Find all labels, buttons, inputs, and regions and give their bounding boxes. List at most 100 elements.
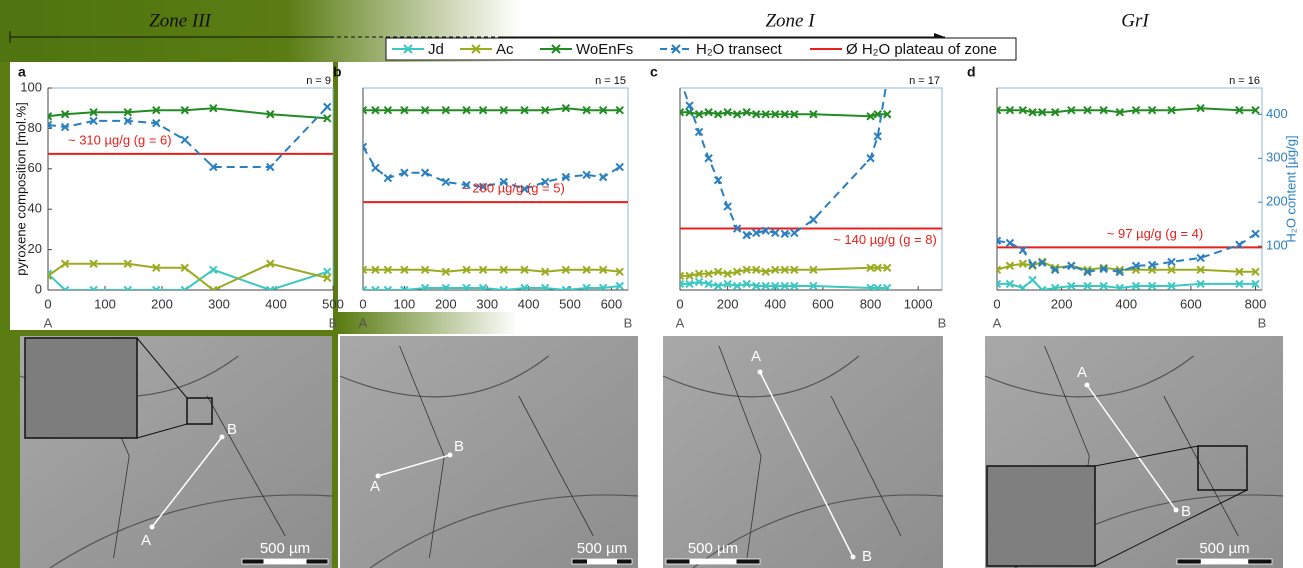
plateau-label: ~ 200 µg/g (g = 5): [461, 181, 565, 196]
x-end-label: B: [1258, 315, 1267, 330]
point-marker: [791, 229, 798, 236]
x-tick-label: 0: [44, 296, 51, 311]
zone-label: Zone III: [149, 10, 212, 31]
scale-label: 500 µm: [260, 540, 310, 557]
series-layer: [360, 105, 629, 294]
legend-label: WoEnFs: [576, 41, 633, 58]
sample-count: n = 9: [306, 75, 331, 87]
series-layer: [994, 105, 1263, 294]
x-tick-label: 500: [559, 296, 581, 311]
x-tick-label: 400: [1115, 296, 1137, 311]
y2-tick-label: 400: [1266, 106, 1288, 121]
x-tick-label: 200: [717, 296, 739, 311]
x-tick-label: 300: [476, 296, 498, 311]
x-tick-label: 600: [812, 296, 834, 311]
x-start-label: A: [676, 315, 685, 330]
x-start-label: A: [993, 315, 1002, 330]
scale-bar-half: [690, 559, 737, 564]
x-tick-label: 100: [394, 296, 416, 311]
zone-label: GrI: [1121, 10, 1150, 31]
series-layer: [677, 76, 943, 292]
x-end-label: B: [329, 315, 338, 330]
x-end-label: B: [624, 315, 633, 330]
scale-label: 500 µm: [1199, 540, 1249, 557]
plot-frame: [680, 88, 942, 290]
x-tick-label: 100: [94, 296, 116, 311]
point-label: B: [1181, 503, 1191, 520]
y-tick-label: 0: [35, 281, 42, 296]
y-tick-label: 40: [28, 201, 42, 216]
x-tick-label: 800: [860, 296, 882, 311]
zone-label: Zone I: [765, 10, 816, 31]
x-tick-label: 600: [1180, 296, 1202, 311]
plot-area: cn = 1702004006008001000AB~ 140 µg/g (g …: [650, 64, 946, 331]
point-marker: [810, 216, 817, 223]
x-tick-label: 400: [518, 296, 540, 311]
plot-area: b n = 15 0 100 200 300 400 500 600 A B ~ 200 µg/g (…: [333, 64, 632, 331]
y-tick-label: 20: [28, 241, 42, 256]
x-tick-label: 0: [993, 296, 1000, 311]
transect-point: [1085, 383, 1090, 388]
plot-frame: [997, 88, 1262, 290]
legend-label: Ac: [496, 41, 514, 58]
x-start-label: A: [359, 315, 368, 330]
transect-point: [150, 525, 155, 530]
panel-letter: b: [333, 64, 342, 80]
transect-point: [1174, 508, 1179, 513]
point-label: A: [751, 348, 761, 365]
micrograph: [663, 336, 943, 568]
transect-point: [851, 555, 856, 560]
inset: [987, 466, 1095, 566]
point-label: A: [141, 532, 151, 549]
point-marker: [1006, 240, 1013, 247]
x-end-label: B: [938, 315, 947, 330]
point-marker: [422, 169, 429, 176]
x-tick-label: 0: [359, 296, 366, 311]
scale-label: 500 µm: [577, 540, 627, 557]
point-marker: [616, 164, 623, 171]
x-tick-label: 500: [322, 296, 344, 311]
x-start-label: A: [44, 315, 53, 330]
x-tick-label: 200: [1051, 296, 1073, 311]
sample-count: n = 17: [909, 75, 940, 87]
legend-label: H₂O transect: [696, 41, 783, 58]
y2-axis-title: H₂O content [µg/g]: [1283, 135, 1298, 242]
transect-point: [448, 453, 453, 458]
sample-count: n = 15: [595, 75, 626, 87]
point-label: A: [370, 478, 380, 495]
x-tick-label: 800: [1245, 296, 1267, 311]
sample-count: n = 16: [1229, 75, 1260, 87]
scale-label: 500 µm: [688, 540, 738, 557]
y-tick-label: 100: [20, 79, 42, 94]
x-tick-label: 200: [151, 296, 173, 311]
point-marker: [677, 76, 684, 83]
point-label: B: [862, 548, 872, 565]
point-label: B: [454, 438, 464, 455]
x-tick-label: 400: [265, 296, 287, 311]
scale-bar-half: [1201, 559, 1249, 564]
panel-letter: a: [18, 64, 26, 80]
plateau-label: ~ 140 µg/g (g = 8): [833, 232, 937, 247]
y-axis-title: pyroxene composition [mol.%]: [13, 102, 28, 275]
y-tick-label: 80: [28, 120, 42, 135]
point-marker: [1029, 276, 1036, 283]
x-tick-label: 200: [435, 296, 457, 311]
point-label: A: [1077, 364, 1087, 381]
x-tick-label: 1000: [904, 296, 933, 311]
transect-point: [220, 435, 225, 440]
point-marker: [884, 76, 891, 83]
figure: Zone III Zone I GrI Jd Ac WoEnFs H₂O transe…: [0, 0, 1303, 568]
scale-bar-half: [264, 559, 307, 564]
transect-point: [758, 370, 763, 375]
inset: [25, 338, 137, 438]
legend-label: Jd: [428, 41, 444, 58]
scale-bar-half: [587, 559, 617, 564]
point-label: B: [227, 421, 237, 438]
x-tick-label: 600: [601, 296, 623, 311]
panel-letter: c: [650, 64, 658, 80]
plateau-label: ~ 310 µg/g (g = 6): [68, 132, 172, 147]
plateau-label: ~ 97 µg/g (g = 4): [1107, 226, 1203, 241]
y-tick-label: 60: [28, 160, 42, 175]
legend-label: Ø H₂O plateau of zone: [846, 41, 997, 58]
